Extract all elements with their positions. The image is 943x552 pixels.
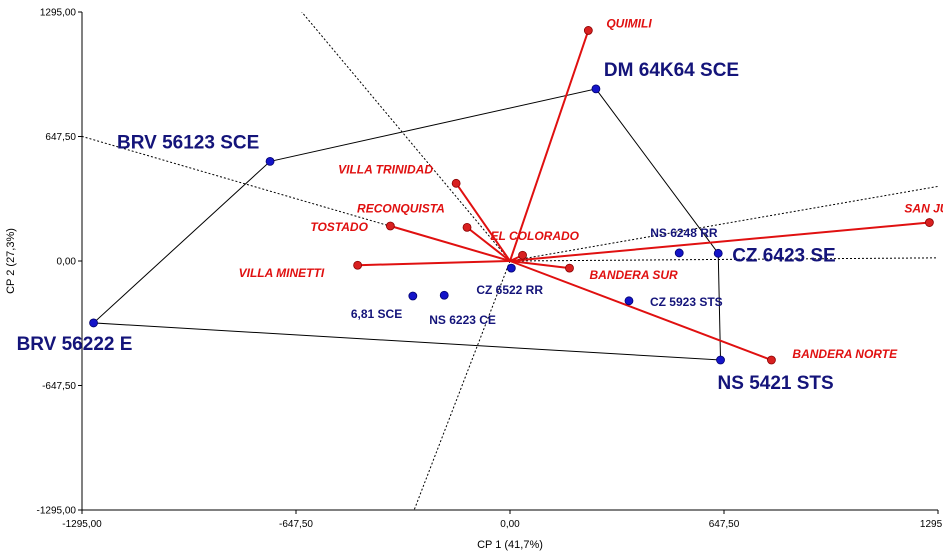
genotype-label-ns-6248-rr: NS 6248 RR — [650, 226, 718, 240]
genotype-point-cz-6423-se — [713, 248, 723, 258]
x-tick-label: 0,00 — [500, 519, 520, 530]
environment-vectors — [357, 30, 930, 361]
environment-label-san-justo: SAN JUSTO — [904, 202, 943, 216]
sector-line-5 — [509, 257, 938, 262]
genotype-label-cz-6522-rr: CZ 6522 RR — [476, 283, 543, 297]
genotype-point-brv-56123-sce — [265, 156, 275, 166]
y-tick-label: 647,50 — [45, 132, 76, 143]
environment-label-tostado: TOSTADO — [310, 220, 368, 234]
genotype-label-6-81-sce: 6,81 SCE — [351, 307, 402, 321]
genotype-label-cz-5923-sts: CZ 5923 STS — [650, 295, 723, 309]
genotype-point-ns-6248-rr — [674, 248, 684, 258]
genotype-point-6-81-sce — [408, 291, 418, 301]
y-axis-title: CP 2 (27,3%) — [5, 228, 17, 294]
vector-reconquista — [466, 226, 511, 262]
environment-label-villa-trinidad: VILLA TRINIDAD — [338, 162, 433, 176]
genotype-label-cz-6423-se: CZ 6423 SE — [732, 245, 836, 266]
x-tick-label: -1295,00 — [62, 519, 102, 530]
genotype-point-cz-5923-sts — [624, 296, 634, 306]
x-tick-label: 647,50 — [709, 519, 740, 530]
env-point-villa-trinidad — [451, 178, 461, 188]
env-point-quimili — [583, 26, 593, 35]
genotype-label-dm-64k64-sce: DM 64K64 SCE — [604, 60, 739, 81]
sector-line-3 — [413, 260, 511, 510]
env-point-reconquista — [462, 222, 472, 232]
hull-polygon — [92, 88, 722, 361]
env-point-tostado — [385, 221, 395, 231]
env-point-bandera-norte — [767, 355, 776, 365]
genotype-label-brv-56222-e: BRV 56222 E — [17, 334, 133, 355]
env-point-el-colorado — [518, 250, 527, 260]
x-tick-label: -647,50 — [279, 519, 313, 530]
x-axis-title: CP 1 (41,7%) — [477, 539, 543, 551]
sector-line-4 — [509, 185, 938, 262]
environment-label-bandera-norte: BANDERA NORTE — [792, 347, 898, 361]
x-tick-label: 1295,00 — [920, 519, 943, 530]
y-tick-label: -1295,00 — [37, 506, 77, 517]
environment-label-el-colorado: EL COLORADO — [491, 229, 580, 243]
genotype-points — [89, 84, 725, 365]
environment-points — [353, 26, 934, 365]
axis-ticks: -1295,00 -647,50 0,00 647,50 1295,00 1295,00 6… — [37, 8, 943, 531]
vector-san-justo — [509, 221, 930, 262]
y-tick-label: 0,00 — [57, 257, 77, 268]
env-point-villa-minetti — [353, 260, 363, 270]
y-tick-label: 1295,00 — [40, 8, 77, 19]
genotype-label-brv-56123-sce: BRV 56123 SCE — [117, 132, 259, 153]
environment-label-bandera-sur: BANDERA SUR — [589, 268, 678, 282]
genotype-point-ns-6223-ce — [439, 290, 449, 300]
genotype-point-brv-56222-e — [89, 318, 98, 328]
vector-villa-trinidad — [455, 182, 511, 262]
environment-label-villa-minetti: VILLA MINETTI — [239, 266, 325, 280]
environment-label-reconquista: RECONQUISTA — [357, 201, 445, 215]
env-point-san-justo — [925, 218, 934, 227]
genotype-label-ns-6223-ce: NS 6223 CE — [429, 313, 496, 327]
genotype-label-ns-5421-sts: NS 5421 STS — [718, 373, 834, 394]
point-labels: DM 64K64 SCE BRV 56123 SCE BRV 56222 E NS 5… — [17, 16, 943, 394]
polygon-hull — [92, 88, 722, 361]
vector-bandera-norte — [509, 260, 772, 361]
genotype-point-ns-5421-sts — [716, 355, 725, 365]
vector-bandera-sur — [509, 260, 570, 270]
genotype-point-dm-64k64-sce — [591, 84, 601, 94]
environment-label-quimili: QUIMILI — [606, 16, 652, 30]
vector-tostado — [390, 225, 511, 262]
y-tick-label: -647,50 — [42, 381, 76, 392]
vector-quimili — [509, 30, 590, 262]
vector-villa-minetti — [357, 260, 511, 267]
genotype-point-cz-6522-rr — [506, 263, 516, 273]
env-point-bandera-sur — [565, 263, 574, 273]
